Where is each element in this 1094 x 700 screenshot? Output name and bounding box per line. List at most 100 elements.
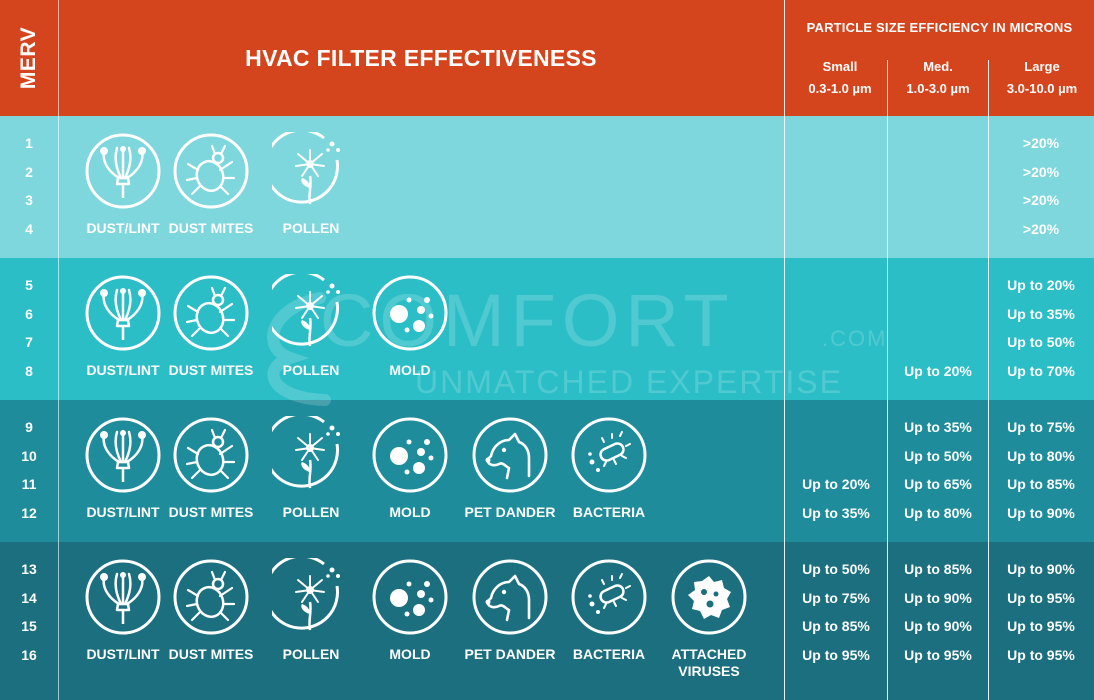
pollen-label: POLLEN xyxy=(261,220,361,237)
efficiency-large-cell: Up to 35% xyxy=(1007,306,1075,322)
contaminant-mold: MOLD xyxy=(360,274,460,379)
dust-lint-label: DUST/LINT xyxy=(73,504,173,521)
column-header-large: Large 3.0-10.0 µm xyxy=(990,56,1094,100)
efficiency-large-cell: Up to 95% xyxy=(1007,590,1075,606)
column-small-name: Small xyxy=(822,59,858,74)
efficiency-med-cell: Up to 80% xyxy=(904,505,972,521)
bacteria-label-line: BACTERIA xyxy=(572,646,646,662)
med-large-divider xyxy=(988,60,989,700)
bacteria-label: BACTERIA xyxy=(559,504,659,521)
particle-size-title: PARTICLE SIZE EFFICIENCY IN MICRONS xyxy=(806,20,1073,35)
dust-mites-label-line: DUST MITES xyxy=(168,504,254,520)
dust-lint-icon xyxy=(85,417,161,493)
mold-label: MOLD xyxy=(360,362,460,379)
pollen-label: POLLEN xyxy=(261,362,361,379)
mold-label: MOLD xyxy=(360,504,460,521)
pollen-icon xyxy=(272,558,340,631)
mold-icon xyxy=(372,275,448,351)
mold-icon xyxy=(372,559,448,635)
merv-number: 10 xyxy=(21,448,37,464)
efficiency-med-cell: Up to 95% xyxy=(904,647,972,663)
efficiency-large-cell: Up to 80% xyxy=(1007,448,1075,464)
merv-group-1-4 xyxy=(0,116,1094,258)
merv-number: 7 xyxy=(25,334,33,350)
contaminant-pollen: POLLEN xyxy=(261,132,361,237)
pollen-icon xyxy=(272,416,340,489)
contaminant-bacteria: BACTERIA xyxy=(559,558,659,663)
efficiency-small-cell: Up to 75% xyxy=(802,590,870,606)
dust-mites-label-line: DUST MITES xyxy=(168,362,254,378)
attached-viruses-label-line: ATTACHED xyxy=(671,646,747,662)
merv-number: 3 xyxy=(25,192,33,208)
pet-dander-label-line: PET DANDER xyxy=(464,504,556,520)
page-title: HVAC FILTER EFFECTIVENESS xyxy=(245,44,597,71)
pollen-label: POLLEN xyxy=(261,646,361,663)
efficiency-large-cell: Up to 75% xyxy=(1007,419,1075,435)
efficiency-small-cell: Up to 95% xyxy=(802,647,870,663)
efficiency-large-cell: Up to 85% xyxy=(1007,476,1075,492)
merv-number: 1 xyxy=(25,135,33,151)
contaminant-attached-viruses: ATTACHED VIRUSES xyxy=(659,558,759,680)
column-med-name: Med. xyxy=(923,59,953,74)
merv-number: 13 xyxy=(21,561,37,577)
attached-viruses-label-line: VIRUSES xyxy=(678,663,740,679)
contaminant-dust-lint: DUST/LINT xyxy=(73,132,173,237)
merv-group-5-8 xyxy=(0,258,1094,400)
contaminant-mold: MOLD xyxy=(360,558,460,663)
merv-number: 2 xyxy=(25,164,33,180)
dust-mites-label-line: DUST MITES xyxy=(168,220,254,236)
pollen-label-line: POLLEN xyxy=(282,362,340,378)
dust-lint-label-line: DUST/LINT xyxy=(86,220,160,236)
efficiency-large-cell: Up to 20% xyxy=(1007,277,1075,293)
merv-divider xyxy=(58,0,59,700)
pollen-label: POLLEN xyxy=(261,504,361,521)
contaminant-mold: MOLD xyxy=(360,416,460,521)
efficiency-large-cell: >20% xyxy=(1022,164,1060,180)
efficiency-large-cell: >20% xyxy=(1022,135,1060,151)
virus-icon xyxy=(671,559,747,635)
pet-dander-label-line: PET DANDER xyxy=(464,646,556,662)
efficiency-large-cell: >20% xyxy=(1022,192,1060,208)
efficiency-large-cell: Up to 70% xyxy=(1007,363,1075,379)
contaminant-pet-dander: PET DANDER xyxy=(460,416,560,521)
efficiency-med-cell: Up to 90% xyxy=(904,618,972,634)
pet-dander-label: PET DANDER xyxy=(460,504,560,521)
column-header-med: Med. 1.0-3.0 µm xyxy=(888,56,988,100)
merv-number: 16 xyxy=(21,647,37,663)
small-med-divider xyxy=(887,60,888,700)
efficiency-med-cell: Up to 50% xyxy=(904,448,972,464)
bacteria-label-line: BACTERIA xyxy=(572,504,646,520)
pet-dander-icon xyxy=(472,559,548,635)
mold-label: MOLD xyxy=(360,646,460,663)
pet-dander-label: PET DANDER xyxy=(460,646,560,663)
pollen-label-line: POLLEN xyxy=(282,220,340,236)
dust-lint-icon xyxy=(85,275,161,351)
header: MERV HVAC FILTER EFFECTIVENESS PARTICLE … xyxy=(0,0,1094,116)
merv-number: 12 xyxy=(21,505,37,521)
dust-mites-icon xyxy=(173,133,249,209)
contaminant-bacteria: BACTERIA xyxy=(559,416,659,521)
efficiency-med-cell: Up to 90% xyxy=(904,590,972,606)
merv-number: 8 xyxy=(25,363,33,379)
contaminant-dust-mites: DUST MITES xyxy=(161,274,261,379)
pollen-icon xyxy=(272,274,340,347)
bacteria-icon xyxy=(571,417,647,493)
dust-mites-label: DUST MITES xyxy=(161,220,261,237)
dust-mites-icon xyxy=(173,417,249,493)
dust-mites-icon xyxy=(173,559,249,635)
dust-lint-icon xyxy=(85,133,161,209)
efficiency-small-cell: Up to 85% xyxy=(802,618,870,634)
contaminant-dust-lint: DUST/LINT xyxy=(73,416,173,521)
contaminant-dust-lint: DUST/LINT xyxy=(73,274,173,379)
merv-column-header: MERV xyxy=(0,0,58,116)
efficiency-large-cell: Up to 95% xyxy=(1007,647,1075,663)
dust-lint-label-line: DUST/LINT xyxy=(86,646,160,662)
mold-icon xyxy=(372,417,448,493)
column-large-name: Large xyxy=(1024,59,1060,74)
merv-number: 5 xyxy=(25,277,33,293)
efficiency-med-cell: Up to 65% xyxy=(904,476,972,492)
dust-mites-label: DUST MITES xyxy=(161,646,261,663)
efficiency-med-cell: Up to 85% xyxy=(904,561,972,577)
mold-label-line: MOLD xyxy=(389,362,431,378)
efficiency-small-cell: Up to 35% xyxy=(802,505,870,521)
